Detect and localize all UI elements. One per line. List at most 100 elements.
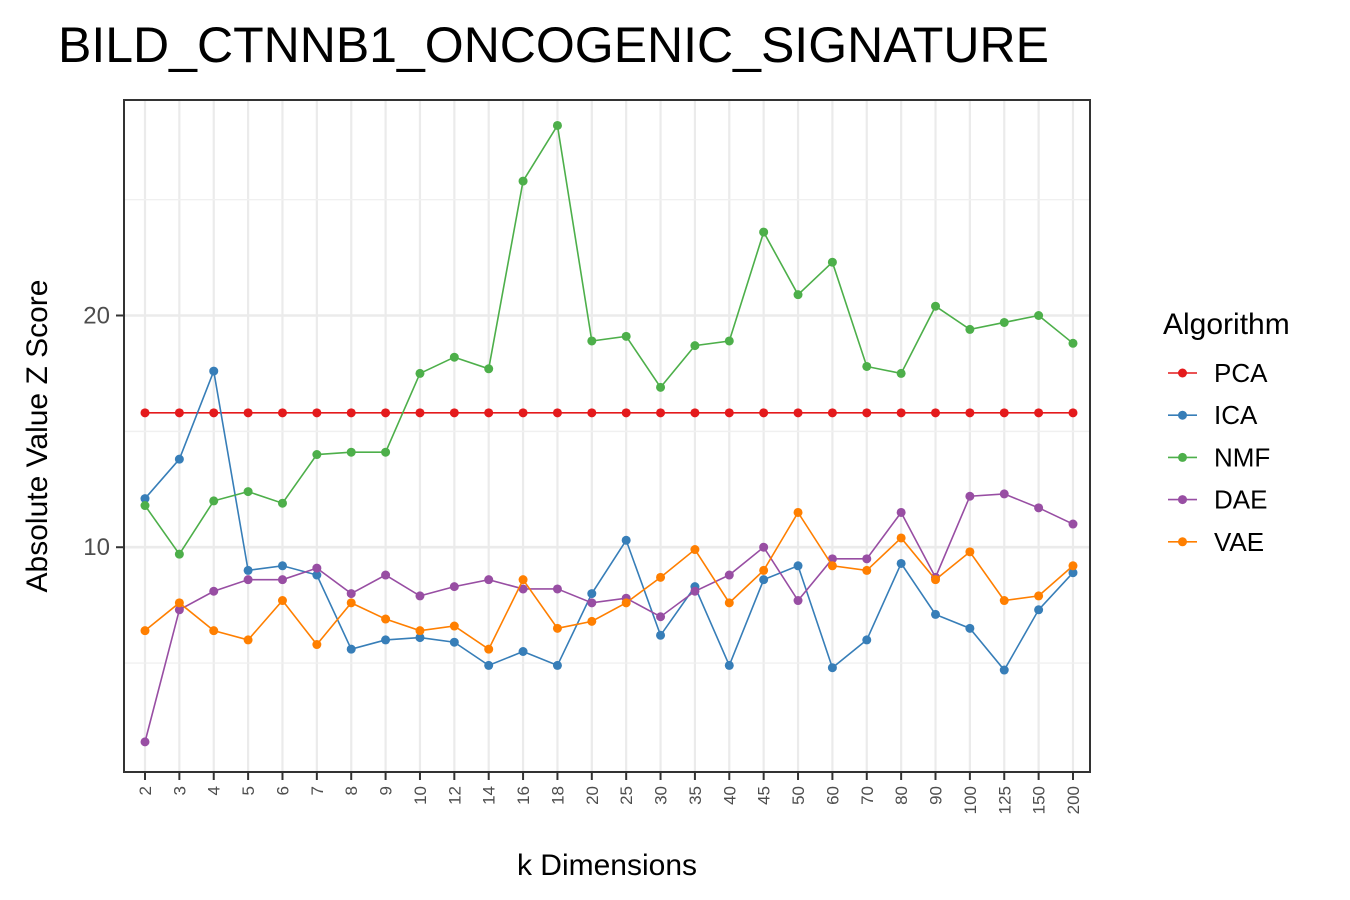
x-tick-label: 50 xyxy=(789,786,808,805)
data-point-vae xyxy=(1034,591,1044,601)
data-point-vae xyxy=(140,626,150,636)
data-point-vae xyxy=(587,616,597,626)
legend-item-dae: DAE xyxy=(1168,485,1267,515)
data-point-vae xyxy=(931,575,941,585)
data-point-pca xyxy=(552,408,562,418)
x-tick-label: 40 xyxy=(720,786,739,805)
data-point-dae xyxy=(759,542,769,552)
data-point-dae xyxy=(552,584,562,594)
data-point-dae xyxy=(587,598,597,608)
data-point-nmf xyxy=(999,317,1009,327)
data-point-pca xyxy=(896,408,906,418)
data-point-ica xyxy=(209,366,219,376)
data-point-dae xyxy=(312,563,322,573)
x-tick-label: 7 xyxy=(308,786,327,795)
data-point-vae xyxy=(243,635,253,645)
legend-marker xyxy=(1178,368,1187,378)
data-point-dae xyxy=(896,507,906,517)
data-series xyxy=(140,120,1078,747)
x-tick-label: 9 xyxy=(377,786,396,795)
legend-title: Algorithm xyxy=(1163,308,1290,341)
x-tick-label: 35 xyxy=(686,786,705,805)
data-point-vae xyxy=(759,565,769,575)
data-point-vae xyxy=(552,623,562,633)
series-line-vae xyxy=(144,510,1074,651)
x-tick-label: 45 xyxy=(755,786,774,805)
data-point-pca xyxy=(381,408,391,418)
data-point-pca xyxy=(965,408,975,418)
data-point-nmf xyxy=(209,496,219,506)
data-point-pca xyxy=(277,408,287,418)
x-tick-label: 100 xyxy=(961,786,980,814)
data-point-dae xyxy=(174,605,184,615)
x-tick-label: 60 xyxy=(823,786,842,805)
data-point-vae xyxy=(724,598,734,608)
data-point-pca xyxy=(724,408,734,418)
data-point-dae xyxy=(381,570,391,580)
data-point-pca xyxy=(759,408,769,418)
x-tick-label: 18 xyxy=(548,786,567,805)
data-point-pca xyxy=(243,408,253,418)
data-point-nmf xyxy=(862,361,872,371)
data-point-nmf xyxy=(724,336,734,346)
data-point-vae xyxy=(449,621,459,631)
chart-title: BILD_CTNNB1_ONCOGENIC_SIGNATURE xyxy=(58,17,1049,73)
legend-marker xyxy=(1178,452,1187,462)
data-point-dae xyxy=(965,491,975,501)
x-tick-label: 25 xyxy=(617,786,636,805)
data-point-vae xyxy=(621,598,631,608)
data-point-vae xyxy=(209,626,219,636)
data-point-ica xyxy=(999,665,1009,675)
x-tick-label: 2 xyxy=(136,786,155,795)
legend-marker xyxy=(1178,495,1187,505)
data-point-pca xyxy=(690,408,700,418)
data-point-pca xyxy=(587,408,597,418)
data-point-vae xyxy=(277,596,287,606)
data-point-vae xyxy=(690,545,700,555)
data-point-pca xyxy=(346,408,356,418)
legend-label: VAE xyxy=(1214,527,1264,557)
y-tick-label: 20 xyxy=(83,303,110,330)
grid-lines xyxy=(124,100,1090,772)
data-point-pca xyxy=(999,408,1009,418)
data-point-vae xyxy=(827,561,837,571)
x-tick-label: 6 xyxy=(273,786,292,795)
data-point-dae xyxy=(690,586,700,596)
legend: Algorithm PCA ICA NMF DAE VAE xyxy=(1163,308,1290,557)
data-point-nmf xyxy=(621,331,631,341)
x-tick-label: 4 xyxy=(205,786,224,795)
data-point-nmf xyxy=(656,382,666,392)
data-point-ica xyxy=(312,570,322,580)
data-point-nmf xyxy=(552,120,562,130)
legend-label: PCA xyxy=(1214,358,1268,388)
data-point-dae xyxy=(243,575,253,585)
data-point-vae xyxy=(896,533,906,543)
data-point-ica xyxy=(621,535,631,545)
data-point-dae xyxy=(1034,503,1044,513)
data-point-pca xyxy=(1068,408,1078,418)
data-point-pca xyxy=(312,408,322,418)
data-point-ica xyxy=(656,630,666,640)
x-tick-label: 8 xyxy=(342,786,361,795)
data-point-dae xyxy=(656,612,666,622)
data-point-dae xyxy=(518,584,528,594)
y-axis: 10 20 xyxy=(83,303,124,561)
data-point-ica xyxy=(1068,568,1078,578)
data-point-vae xyxy=(793,507,803,517)
series-line-ica xyxy=(144,368,1074,672)
legend-label: DAE xyxy=(1214,485,1267,515)
data-point-nmf xyxy=(587,336,597,346)
data-point-nmf xyxy=(277,498,287,508)
legend-marker xyxy=(1178,537,1187,547)
series-line-dae xyxy=(144,493,1074,743)
data-point-nmf xyxy=(312,450,322,460)
data-point-ica xyxy=(724,660,734,670)
data-point-nmf xyxy=(965,324,975,334)
data-point-dae xyxy=(415,591,425,601)
data-point-dae xyxy=(724,570,734,580)
data-point-dae xyxy=(140,737,150,747)
data-point-pca xyxy=(862,408,872,418)
data-point-dae xyxy=(209,586,219,596)
data-point-ica xyxy=(1034,605,1044,615)
